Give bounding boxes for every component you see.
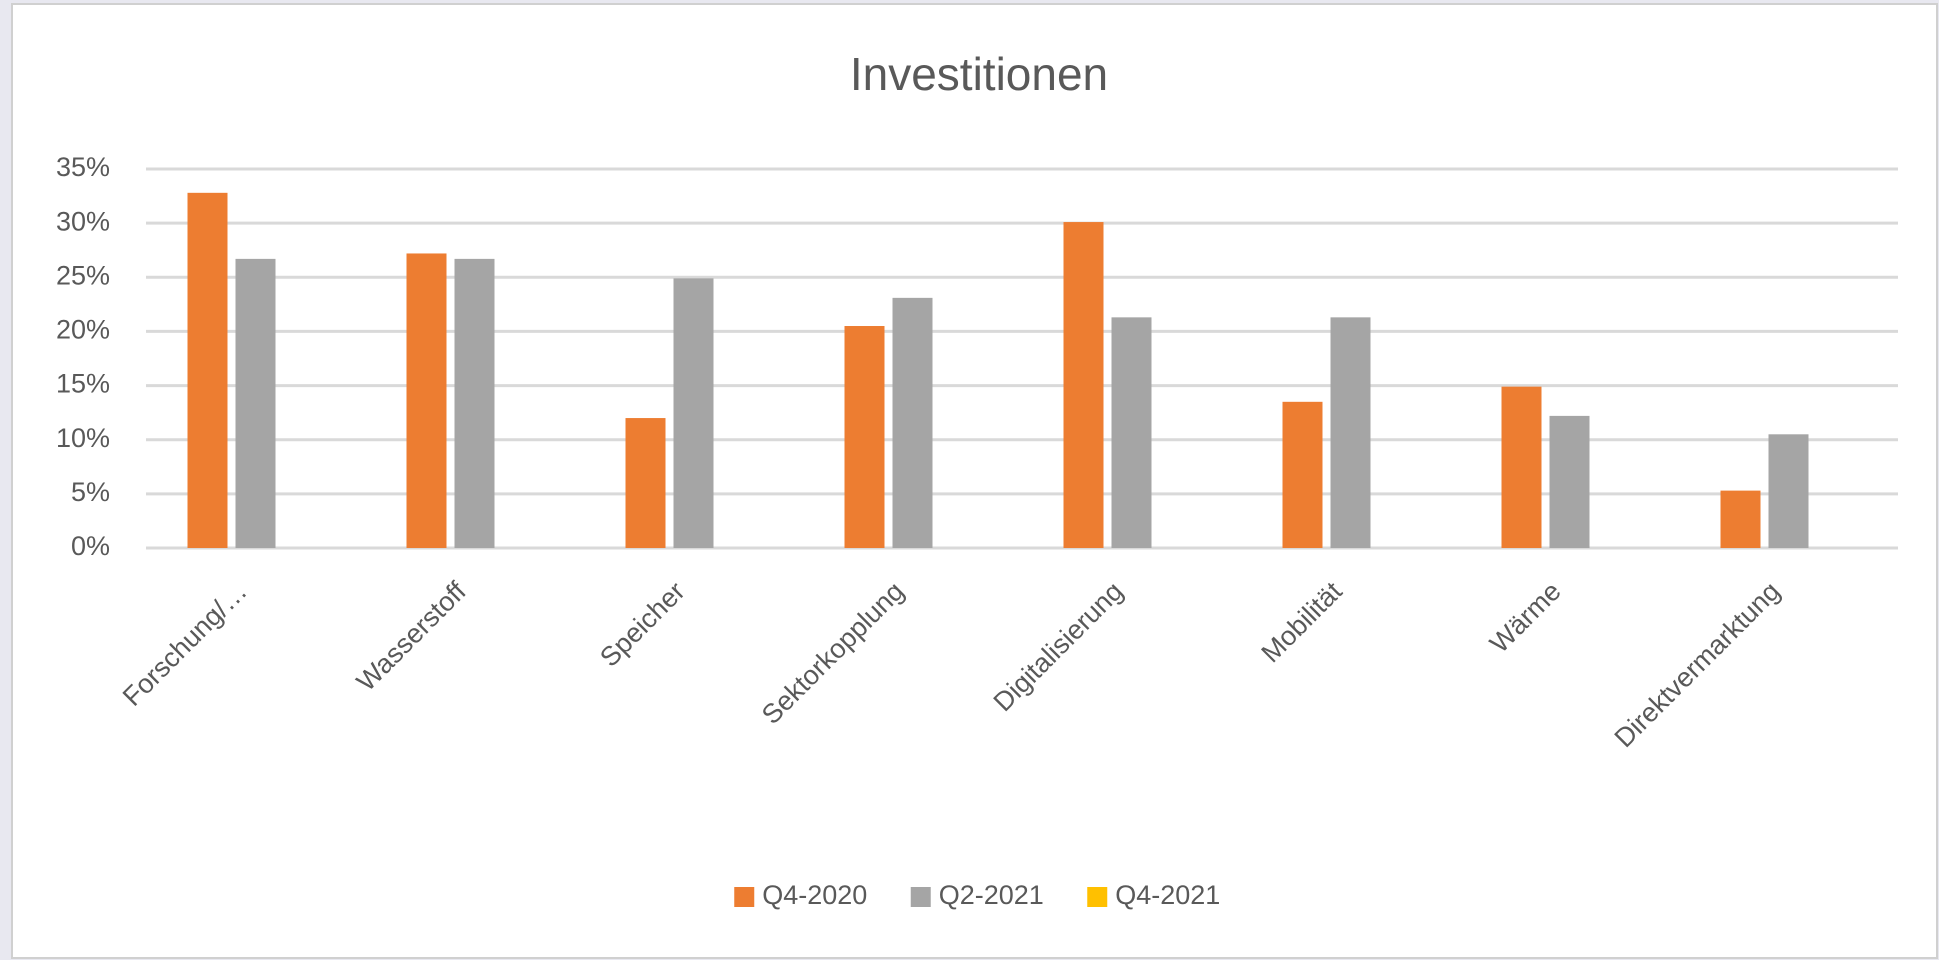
bar [892, 297, 933, 548]
bar [454, 258, 495, 548]
y-tick-label: 15% [56, 369, 110, 399]
y-tick-label: 0% [71, 531, 110, 561]
bar [1549, 415, 1590, 548]
chart-title: Investitionen [850, 48, 1108, 100]
bar [844, 326, 885, 548]
y-tick-label: 30% [56, 206, 110, 236]
legend-label: Q4-2021 [1115, 880, 1220, 910]
legend-swatch [1087, 887, 1108, 907]
bar [235, 258, 276, 548]
y-tick-label: 35% [56, 152, 110, 182]
bar [406, 253, 447, 548]
bar [1720, 490, 1761, 548]
bar [1111, 317, 1152, 548]
bar [1330, 317, 1371, 548]
legend-label: Q4-2020 [762, 880, 867, 910]
bar [625, 418, 666, 548]
bar [187, 192, 228, 548]
bar [1063, 222, 1104, 548]
y-tick-label: 5% [71, 477, 110, 507]
bar [1768, 434, 1809, 548]
y-tick-label: 20% [56, 315, 110, 345]
legend-swatch [910, 887, 931, 907]
bar [673, 278, 714, 548]
y-tick-label: 10% [56, 423, 110, 453]
bar [1282, 401, 1323, 548]
chart-area [11, 3, 1938, 959]
y-tick-label: 25% [56, 260, 110, 290]
legend-swatch [734, 887, 755, 907]
bar [1501, 386, 1542, 548]
legend-label: Q2-2021 [939, 880, 1044, 910]
